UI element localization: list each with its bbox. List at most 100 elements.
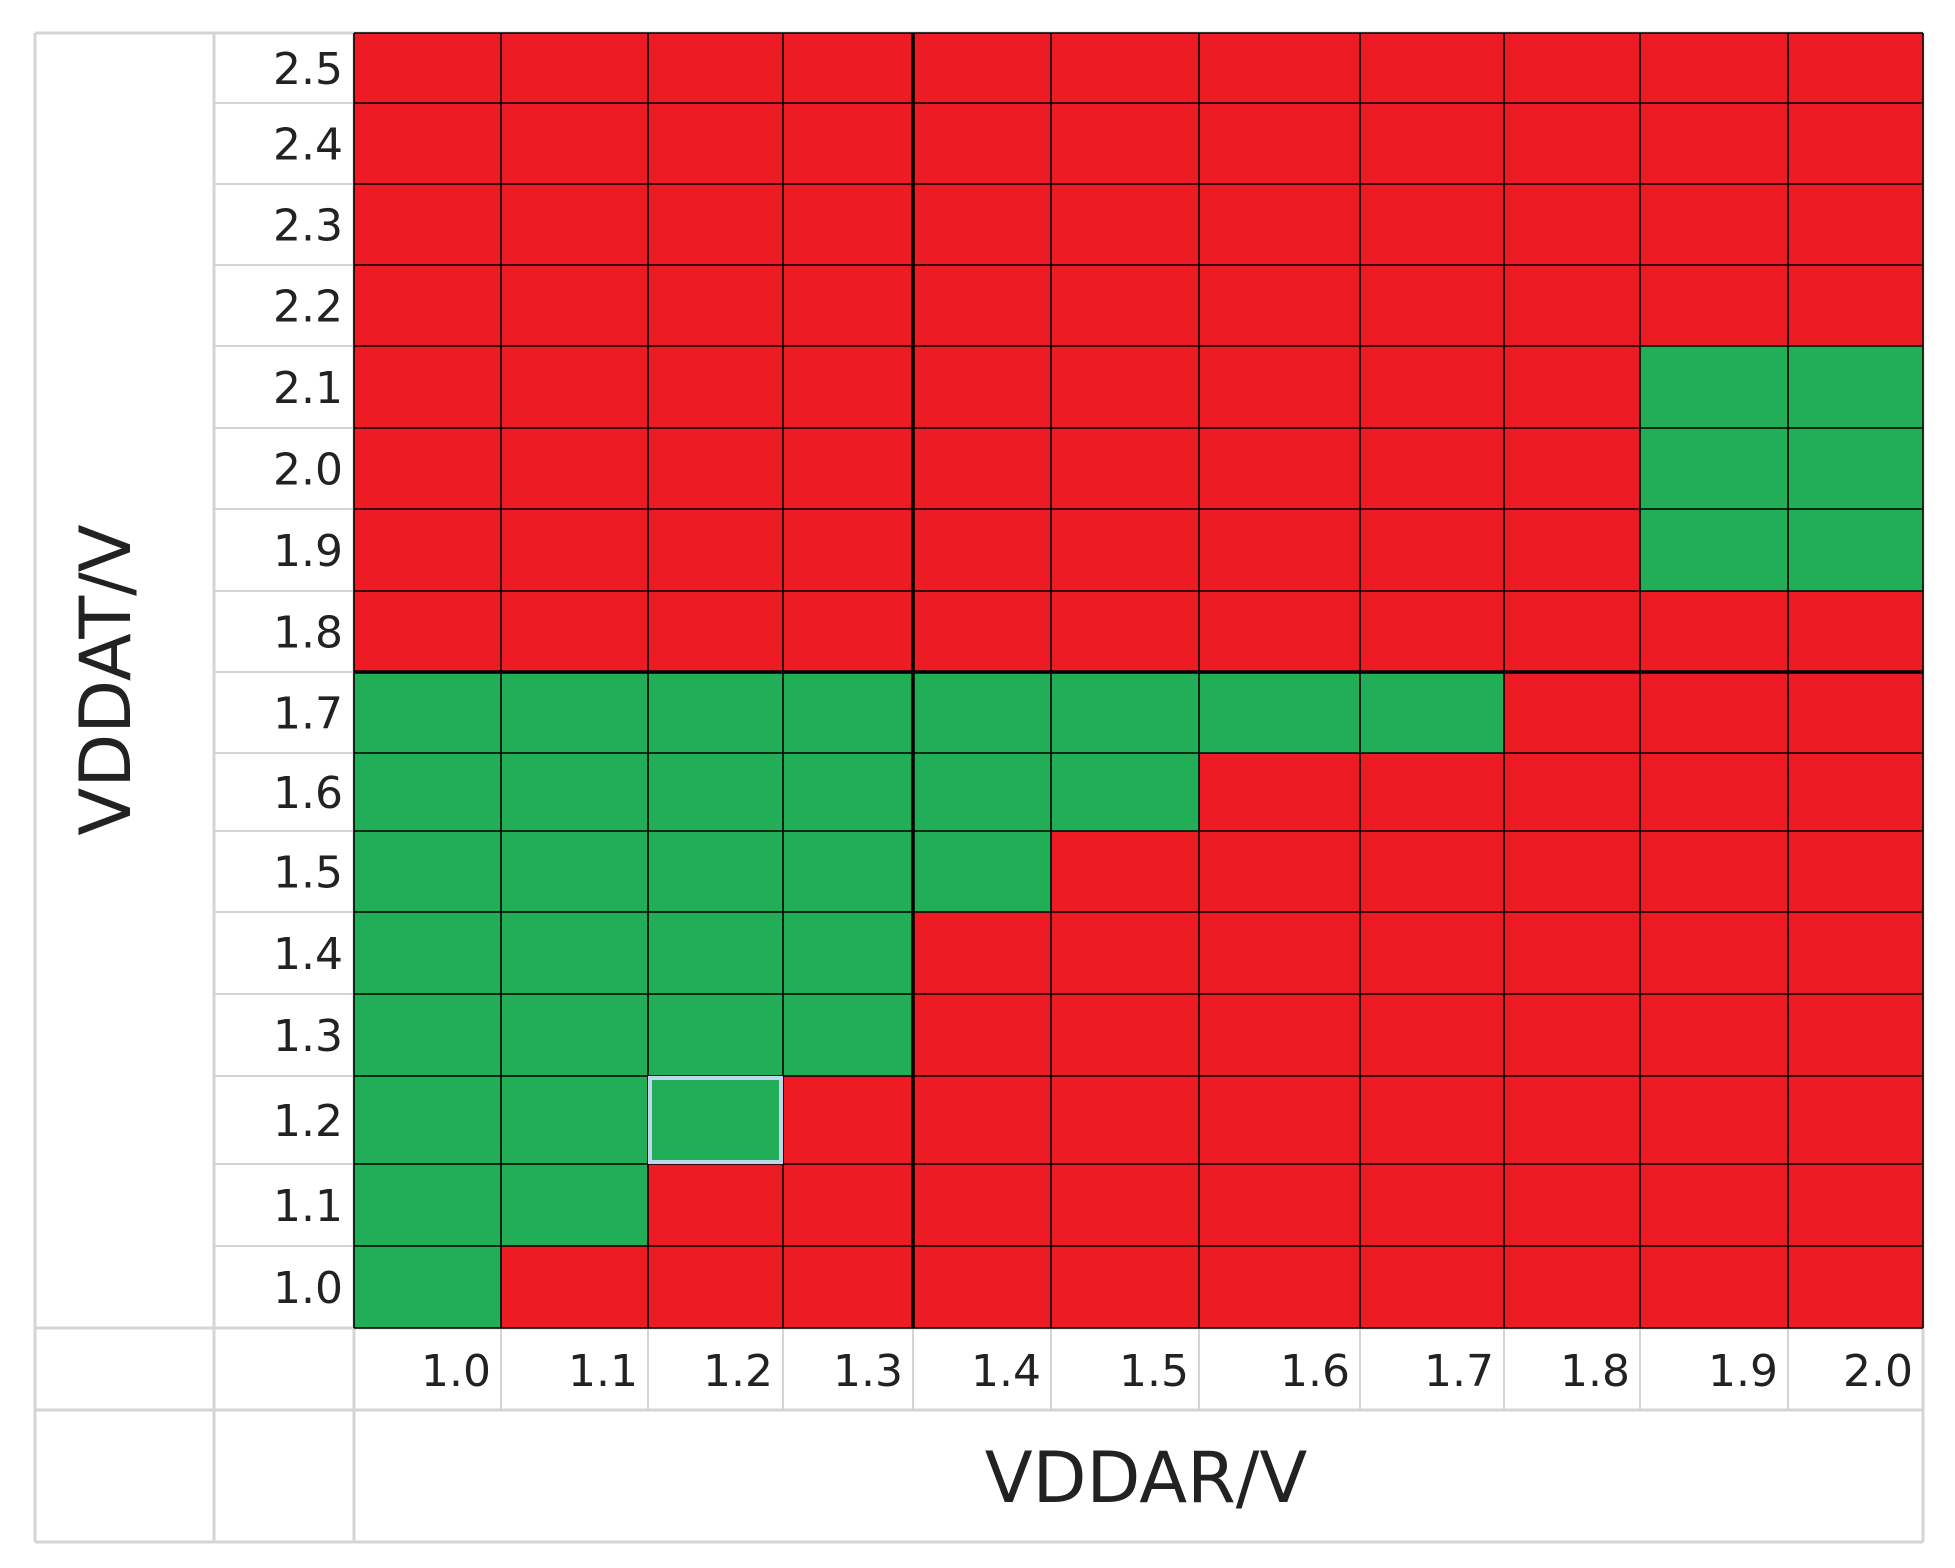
- heatmap-cell[interactable]: [1051, 591, 1199, 672]
- heatmap-cell[interactable]: [1051, 103, 1199, 184]
- heatmap-cell[interactable]: [1640, 591, 1788, 672]
- heatmap-cell[interactable]: [354, 1246, 501, 1328]
- heatmap-cell[interactable]: [1199, 1246, 1360, 1328]
- heatmap-cell[interactable]: [1640, 994, 1788, 1076]
- heatmap-cell[interactable]: [1504, 1246, 1640, 1328]
- heatmap-cell[interactable]: [648, 1164, 783, 1246]
- heatmap-cell[interactable]: [1504, 1076, 1640, 1164]
- heatmap-cell[interactable]: [1788, 994, 1923, 1076]
- heatmap-cell[interactable]: [648, 753, 783, 831]
- heatmap-cell[interactable]: [1051, 509, 1199, 591]
- heatmap-cell[interactable]: [1199, 591, 1360, 672]
- heatmap-cell[interactable]: [1360, 1076, 1504, 1164]
- heatmap-cell[interactable]: [783, 591, 913, 672]
- heatmap-cell[interactable]: [354, 591, 501, 672]
- heatmap-cell[interactable]: [1788, 672, 1923, 753]
- heatmap-cell[interactable]: [1504, 1164, 1640, 1246]
- heatmap-cell[interactable]: [354, 1164, 501, 1246]
- heatmap-cell[interactable]: [354, 753, 501, 831]
- heatmap-cell[interactable]: [501, 1246, 648, 1328]
- heatmap-cell[interactable]: [1199, 753, 1360, 831]
- heatmap-cell[interactable]: [913, 346, 1051, 428]
- heatmap-cell[interactable]: [354, 428, 501, 509]
- heatmap-cell[interactable]: [1199, 184, 1360, 265]
- heatmap-cell[interactable]: [1360, 428, 1504, 509]
- heatmap-cell[interactable]: [1051, 265, 1199, 346]
- heatmap-cell[interactable]: [783, 509, 913, 591]
- heatmap-cell[interactable]: [1504, 912, 1640, 994]
- heatmap-cell[interactable]: [354, 672, 501, 753]
- heatmap-cell[interactable]: [1788, 1246, 1923, 1328]
- heatmap-cell[interactable]: [1360, 994, 1504, 1076]
- heatmap-cell[interactable]: [1504, 184, 1640, 265]
- heatmap-cell[interactable]: [1788, 184, 1923, 265]
- heatmap-cell[interactable]: [1051, 1076, 1199, 1164]
- heatmap-cell[interactable]: [913, 509, 1051, 591]
- heatmap-cell[interactable]: [501, 346, 648, 428]
- heatmap-cell[interactable]: [1051, 184, 1199, 265]
- heatmap-cell[interactable]: [783, 346, 913, 428]
- heatmap-cell[interactable]: [1788, 912, 1923, 994]
- heatmap-cell[interactable]: [783, 753, 913, 831]
- heatmap-cell[interactable]: [1360, 103, 1504, 184]
- heatmap-cell[interactable]: [1788, 103, 1923, 184]
- heatmap-cell[interactable]: [783, 33, 913, 103]
- heatmap-cell[interactable]: [1788, 509, 1923, 591]
- heatmap-cell[interactable]: [1504, 265, 1640, 346]
- heatmap-cell[interactable]: [1640, 509, 1788, 591]
- heatmap-cell[interactable]: [1051, 994, 1199, 1076]
- heatmap-cell[interactable]: [354, 346, 501, 428]
- heatmap-cell[interactable]: [1788, 265, 1923, 346]
- heatmap-cell[interactable]: [1360, 1246, 1504, 1328]
- heatmap-cell[interactable]: [1199, 1076, 1360, 1164]
- heatmap-cell[interactable]: [1640, 265, 1788, 346]
- heatmap-cell[interactable]: [648, 346, 783, 428]
- heatmap-cell[interactable]: [783, 672, 913, 753]
- heatmap-cell[interactable]: [1199, 428, 1360, 509]
- heatmap-cell[interactable]: [1640, 184, 1788, 265]
- heatmap-cell[interactable]: [1051, 831, 1199, 912]
- heatmap-cell[interactable]: [1640, 912, 1788, 994]
- heatmap-cell[interactable]: [913, 753, 1051, 831]
- heatmap-cell[interactable]: [1640, 1164, 1788, 1246]
- heatmap-cell[interactable]: [783, 994, 913, 1076]
- heatmap-cell[interactable]: [1199, 1164, 1360, 1246]
- heatmap-cell[interactable]: [1051, 1246, 1199, 1328]
- heatmap-cell[interactable]: [913, 428, 1051, 509]
- heatmap-cell[interactable]: [501, 428, 648, 509]
- heatmap-cell[interactable]: [1360, 265, 1504, 346]
- heatmap-cell[interactable]: [648, 265, 783, 346]
- heatmap-cell[interactable]: [354, 184, 501, 265]
- heatmap-cell[interactable]: [648, 103, 783, 184]
- heatmap-cell[interactable]: [1360, 831, 1504, 912]
- heatmap-cell[interactable]: [1788, 1076, 1923, 1164]
- heatmap-cell[interactable]: [1199, 831, 1360, 912]
- heatmap-cell[interactable]: [648, 509, 783, 591]
- heatmap-cell[interactable]: [648, 591, 783, 672]
- heatmap-cell[interactable]: [1051, 912, 1199, 994]
- heatmap-cell[interactable]: [648, 184, 783, 265]
- heatmap-cell[interactable]: [648, 1246, 783, 1328]
- heatmap-cell[interactable]: [1640, 1076, 1788, 1164]
- heatmap-cell[interactable]: [1360, 1164, 1504, 1246]
- heatmap-cell[interactable]: [1360, 672, 1504, 753]
- heatmap-cell[interactable]: [1051, 33, 1199, 103]
- heatmap-cell[interactable]: [501, 831, 648, 912]
- heatmap-cell[interactable]: [1199, 346, 1360, 428]
- heatmap-cell[interactable]: [1640, 831, 1788, 912]
- heatmap-cell[interactable]: [783, 428, 913, 509]
- heatmap-cell[interactable]: [1051, 1164, 1199, 1246]
- heatmap-cell[interactable]: [354, 33, 501, 103]
- heatmap-cell[interactable]: [648, 994, 783, 1076]
- heatmap-cell[interactable]: [913, 1164, 1051, 1246]
- heatmap-cell[interactable]: [1199, 509, 1360, 591]
- heatmap-cell[interactable]: [913, 672, 1051, 753]
- heatmap-cell[interactable]: [1360, 591, 1504, 672]
- heatmap-cell[interactable]: [1788, 33, 1923, 103]
- heatmap-cell[interactable]: [783, 912, 913, 994]
- heatmap-cell[interactable]: [501, 184, 648, 265]
- heatmap-cell[interactable]: [1504, 753, 1640, 831]
- heatmap-cell[interactable]: [913, 33, 1051, 103]
- heatmap-cell[interactable]: [1360, 346, 1504, 428]
- heatmap-cell[interactable]: [783, 1164, 913, 1246]
